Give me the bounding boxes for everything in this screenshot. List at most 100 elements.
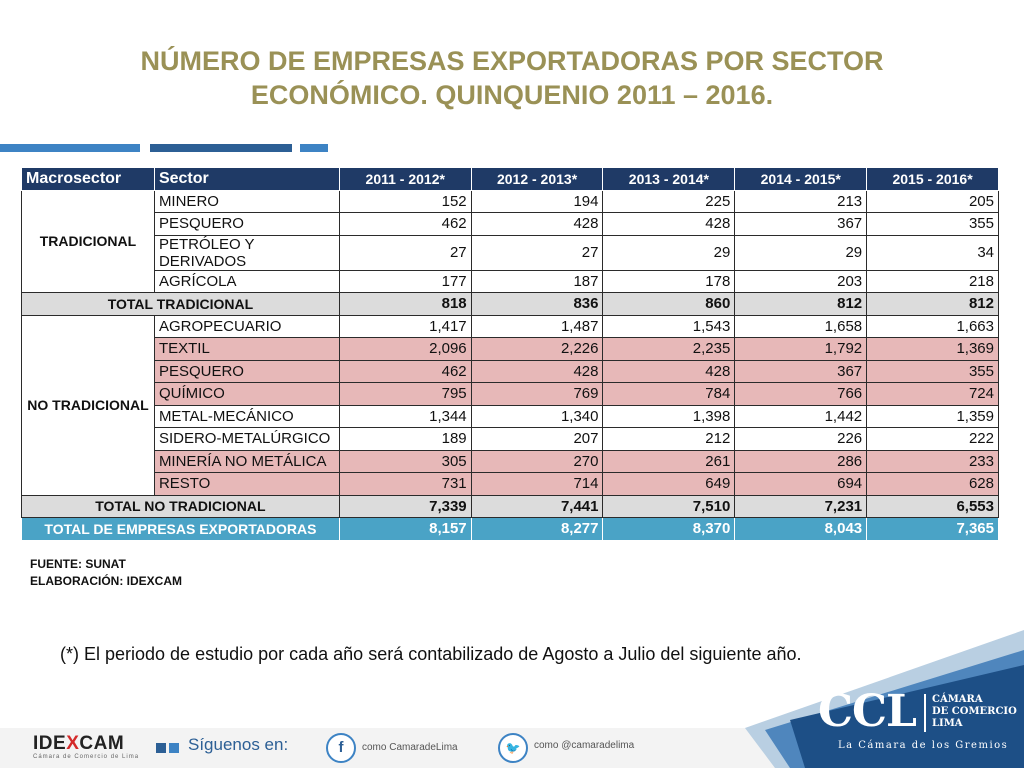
page-title: NÚMERO DE EMPRESAS EXPORTADORAS POR SECT…	[60, 44, 964, 112]
table-row: PESQUERO 462 428 428 367 355	[22, 212, 999, 236]
value-cell: 212	[602, 427, 736, 451]
sector-cell: PESQUERO	[153, 359, 340, 383]
table-row: NO TRADICIONAL AGROPECUARIO 1,417 1,487 …	[21, 314, 999, 496]
follow-label: Síguenos en:	[188, 735, 289, 754]
table-row: RESTO 731 714 649 694 628	[22, 472, 999, 496]
ccl-name-line: LIMA	[932, 718, 963, 729]
value-cell: 462	[338, 359, 472, 383]
sector-cell: SIDERO-METALÚRGICO	[153, 427, 340, 451]
value-cell: 1,663	[866, 314, 999, 338]
value-cell: 694	[734, 472, 868, 496]
value-cell: 714	[470, 472, 604, 496]
total-tradicional-row: TOTAL TRADICIONAL 818 836 860 812 812	[21, 292, 999, 316]
source-fuente: FUENTE: SUNAT	[30, 557, 126, 571]
idexcam-prefix: IDE	[33, 733, 67, 754]
sector-cell: MINERO	[153, 189, 340, 213]
total-label: TOTAL TRADICIONAL	[21, 292, 340, 316]
ccl-name-line: DE COMERCIO	[932, 706, 1017, 717]
value-cell: 1,792	[734, 337, 868, 361]
grand-total-cell: 8,043	[734, 517, 868, 541]
grand-total-cell: 7,365	[866, 517, 999, 541]
header-year: 2013 - 2014*	[602, 167, 736, 191]
value-cell: 769	[470, 382, 604, 406]
decorative-bar	[150, 144, 292, 152]
table-row: TEXTIL 2,096 2,226 2,235 1,792 1,369	[22, 337, 999, 361]
header-year: 2014 - 2015*	[734, 167, 868, 191]
value-cell: 766	[734, 382, 868, 406]
value-cell: 29	[734, 234, 868, 271]
value-cell: 34	[866, 234, 999, 271]
value-cell: 1,369	[866, 337, 999, 361]
header-macrosector: Macrosector	[21, 167, 155, 191]
value-cell: 1,344	[338, 404, 472, 428]
value-cell: 1,487	[470, 314, 604, 338]
follow-squares	[156, 740, 182, 758]
header-sector: Sector	[153, 167, 340, 191]
grand-total-label: TOTAL DE EMPRESAS EXPORTADORAS	[21, 517, 340, 541]
value-cell: 784	[602, 382, 736, 406]
value-cell: 203	[734, 269, 868, 293]
ccl-divider	[924, 694, 926, 732]
square-icon	[156, 743, 166, 753]
table-row: QUÍMICO 795 769 784 766 724	[22, 382, 999, 406]
total-cell: 7,339	[338, 494, 472, 518]
source-elaboracion: ELABORACIÓN: IDEXCAM	[30, 574, 182, 588]
total-cell: 6,553	[866, 494, 999, 518]
value-cell: 1,398	[602, 404, 736, 428]
sector-cell: AGROPECUARIO	[153, 314, 340, 338]
header-year: 2011 - 2012*	[338, 167, 472, 191]
macrosector-tradicional: TRADICIONAL	[21, 189, 155, 293]
sector-cell: RESTO	[153, 472, 340, 496]
sector-cell: QUÍMICO	[153, 382, 340, 406]
decorative-bar	[0, 144, 140, 152]
facebook-icon[interactable]: f	[326, 733, 356, 763]
ccl-name: CÁMARA DE COMERCIO LIMA	[932, 694, 1017, 730]
table-row: AGRÍCOLA 177 187 178 203 218	[22, 269, 999, 293]
value-cell: 428	[602, 359, 736, 383]
value-cell: 649	[602, 472, 736, 496]
value-cell: 1,543	[602, 314, 736, 338]
header-year: 2015 - 2016*	[866, 167, 999, 191]
value-cell: 194	[470, 189, 604, 213]
table-header-row: Macrosector Sector 2011 - 2012* 2012 - 2…	[21, 167, 999, 191]
value-cell: 305	[338, 449, 472, 473]
table-row: SIDERO-METALÚRGICO 189 207 212 226 222	[22, 427, 999, 451]
value-cell: 355	[866, 359, 999, 383]
value-cell: 2,096	[338, 337, 472, 361]
value-cell: 222	[866, 427, 999, 451]
value-cell: 27	[470, 234, 604, 271]
table-row: MINERÍA NO METÁLICA 305 270 261 286 233	[22, 449, 999, 473]
decorative-bars	[0, 144, 330, 152]
value-cell: 189	[338, 427, 472, 451]
sector-cell: MINERÍA NO METÁLICA	[153, 449, 340, 473]
value-cell: 205	[866, 189, 999, 213]
title-line-2: ECONÓMICO. QUINQUENIO 2011 – 2016.	[250, 80, 774, 110]
value-cell: 795	[338, 382, 472, 406]
value-cell: 261	[602, 449, 736, 473]
idexcam-x: X	[66, 733, 80, 754]
value-cell: 29	[602, 234, 736, 271]
value-cell: 462	[338, 212, 472, 236]
value-cell: 286	[734, 449, 868, 473]
header-year: 2012 - 2013*	[470, 167, 604, 191]
twitter-icon[interactable]: 🐦	[498, 733, 528, 763]
value-cell: 152	[338, 189, 472, 213]
total-cell: 836	[470, 292, 604, 316]
value-cell: 225	[602, 189, 736, 213]
value-cell: 27	[338, 234, 472, 271]
total-cell: 7,510	[602, 494, 736, 518]
title-line-1: NÚMERO DE EMPRESAS EXPORTADORAS POR SECT…	[140, 46, 884, 76]
value-cell: 270	[470, 449, 604, 473]
value-cell: 178	[602, 269, 736, 293]
value-cell: 428	[470, 212, 604, 236]
grand-total-cell: 8,370	[602, 517, 736, 541]
facebook-link[interactable]: como CamaradeLima	[362, 742, 458, 753]
value-cell: 177	[338, 269, 472, 293]
value-cell: 724	[866, 382, 999, 406]
twitter-link[interactable]: como @camaradelima	[534, 740, 635, 751]
footnote: (*) El periodo de estudio por cada año s…	[60, 644, 802, 664]
value-cell: 355	[866, 212, 999, 236]
value-cell: 213	[734, 189, 868, 213]
decorative-bar	[300, 144, 328, 152]
idexcam-subtitle: Cámara de Comercio de Lima	[33, 754, 140, 760]
